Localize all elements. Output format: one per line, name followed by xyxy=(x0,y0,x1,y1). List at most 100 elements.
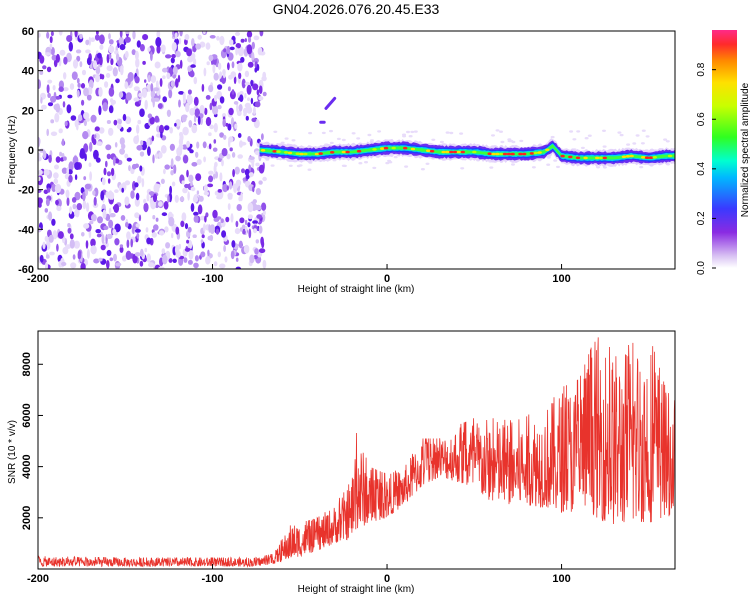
hot-spot xyxy=(472,150,477,154)
y-tick-label: 8000 xyxy=(21,352,33,376)
hot-spot xyxy=(506,152,512,156)
x-tick-label: 0 xyxy=(384,573,390,585)
y-tick-label: 20 xyxy=(22,105,34,117)
x-tick-label: -100 xyxy=(202,573,224,585)
hot-spot xyxy=(522,152,527,156)
hot-spot xyxy=(449,150,454,154)
hot-spot xyxy=(403,146,408,150)
hot-spot xyxy=(341,150,346,154)
spectrogram-x-label: Height of straight line (km) xyxy=(298,284,415,295)
y-tick-label: 60 xyxy=(22,26,34,38)
hot-spot xyxy=(410,147,416,151)
y-tick-label: -40 xyxy=(18,224,34,236)
colorbar-tick-label: 0.4 xyxy=(696,161,707,175)
y-tick-label: 4000 xyxy=(21,454,33,478)
hot-spot xyxy=(260,149,266,152)
y-tick-label: 2000 xyxy=(21,506,33,530)
hot-spot xyxy=(380,147,385,150)
y-tick-label: 0 xyxy=(28,145,34,157)
hot-spot xyxy=(491,152,496,156)
hot-spot xyxy=(284,151,289,154)
hot-spot xyxy=(287,151,293,155)
snr-y-label: SNR (10 * v/v) xyxy=(7,420,18,484)
signal-hot-spots xyxy=(260,146,673,160)
colorbar-tick-label: 0.2 xyxy=(696,211,707,225)
hot-spot xyxy=(560,154,565,158)
hot-spot xyxy=(648,156,654,159)
hot-spot xyxy=(445,150,450,154)
hot-spot xyxy=(345,150,350,154)
x-tick-label: -100 xyxy=(202,273,224,285)
snr-series-layer xyxy=(38,337,675,568)
hot-spot xyxy=(629,154,634,158)
hot-spot xyxy=(495,152,500,156)
x-tick-label: 0 xyxy=(384,273,390,285)
hot-spot xyxy=(537,151,542,154)
hot-spot xyxy=(356,149,362,153)
hot-spot xyxy=(625,155,631,158)
chart-title: GN04.2026.076.20.45.E33 xyxy=(273,1,440,17)
hot-spot xyxy=(568,155,573,159)
y-tick-label: 40 xyxy=(22,66,34,78)
hot-spot xyxy=(314,152,320,156)
colorbar-gradient xyxy=(712,30,737,268)
colorbar-ticks: 0.0 0.2 0.4 0.6 0.8 xyxy=(696,62,716,275)
hot-spot xyxy=(499,152,504,156)
hot-spot xyxy=(330,151,335,154)
hot-spot xyxy=(533,151,538,155)
colorbar: 0.0 0.2 0.4 0.6 0.8 Normalized spectral ampl… xyxy=(696,30,750,275)
hot-spot xyxy=(426,149,431,152)
hot-spot xyxy=(295,152,300,155)
hot-spot xyxy=(441,150,446,154)
snr-x-label: Height of straight line (km) xyxy=(298,584,415,595)
colorbar-tick-label: 0.6 xyxy=(696,112,707,126)
signal-band xyxy=(259,138,675,167)
hot-spot xyxy=(644,156,650,159)
hot-spot xyxy=(456,150,462,154)
hot-spot xyxy=(529,152,535,155)
y-tick-label: -60 xyxy=(18,264,34,276)
x-tick-label: 100 xyxy=(552,273,570,285)
y-tick-label: 6000 xyxy=(21,403,33,427)
colorbar-tick-label: 0.8 xyxy=(696,62,707,76)
hot-spot xyxy=(667,154,673,158)
hot-spot xyxy=(276,150,281,153)
hot-spot xyxy=(303,152,308,156)
snr-frame xyxy=(37,330,676,570)
colorbar-label: Normalized spectral amplitude xyxy=(740,82,750,217)
hot-spot xyxy=(545,148,550,152)
snr-ticks: -200 -100 0 100 2000 4000 6000 8000 xyxy=(21,352,571,585)
hot-spot xyxy=(595,156,600,160)
colorbar-tick-label: 0.0 xyxy=(696,261,707,275)
hot-spot xyxy=(602,156,607,160)
hot-spot xyxy=(272,150,277,153)
hot-spot xyxy=(510,152,515,156)
hot-spot xyxy=(487,152,492,155)
hot-spot xyxy=(621,155,627,159)
hot-spot xyxy=(372,148,377,151)
hot-spot xyxy=(299,152,304,156)
hot-spot xyxy=(460,150,465,154)
x-tick-label: -200 xyxy=(27,273,49,285)
hot-spot xyxy=(652,156,657,159)
y-tick-label: -20 xyxy=(18,185,34,197)
spectrogram-image xyxy=(38,31,675,269)
x-tick-label: -200 xyxy=(27,573,49,585)
snr-panel: -200 -100 0 100 2000 4000 6000 8000 Height of s… xyxy=(7,330,676,595)
hot-spot xyxy=(518,152,523,156)
hot-spot xyxy=(318,152,323,155)
spectrogram-y-label: Frequency (Hz) xyxy=(7,116,18,185)
hot-spot xyxy=(383,146,389,150)
hot-spot xyxy=(452,150,458,154)
hot-spot xyxy=(502,152,508,156)
hot-spot xyxy=(429,149,435,153)
noise-speckle-field xyxy=(38,31,674,269)
hot-spot xyxy=(575,156,581,160)
hot-spot xyxy=(391,146,396,150)
hot-spot xyxy=(598,156,604,160)
snr-line xyxy=(38,337,675,568)
signal-fragment xyxy=(324,96,337,110)
